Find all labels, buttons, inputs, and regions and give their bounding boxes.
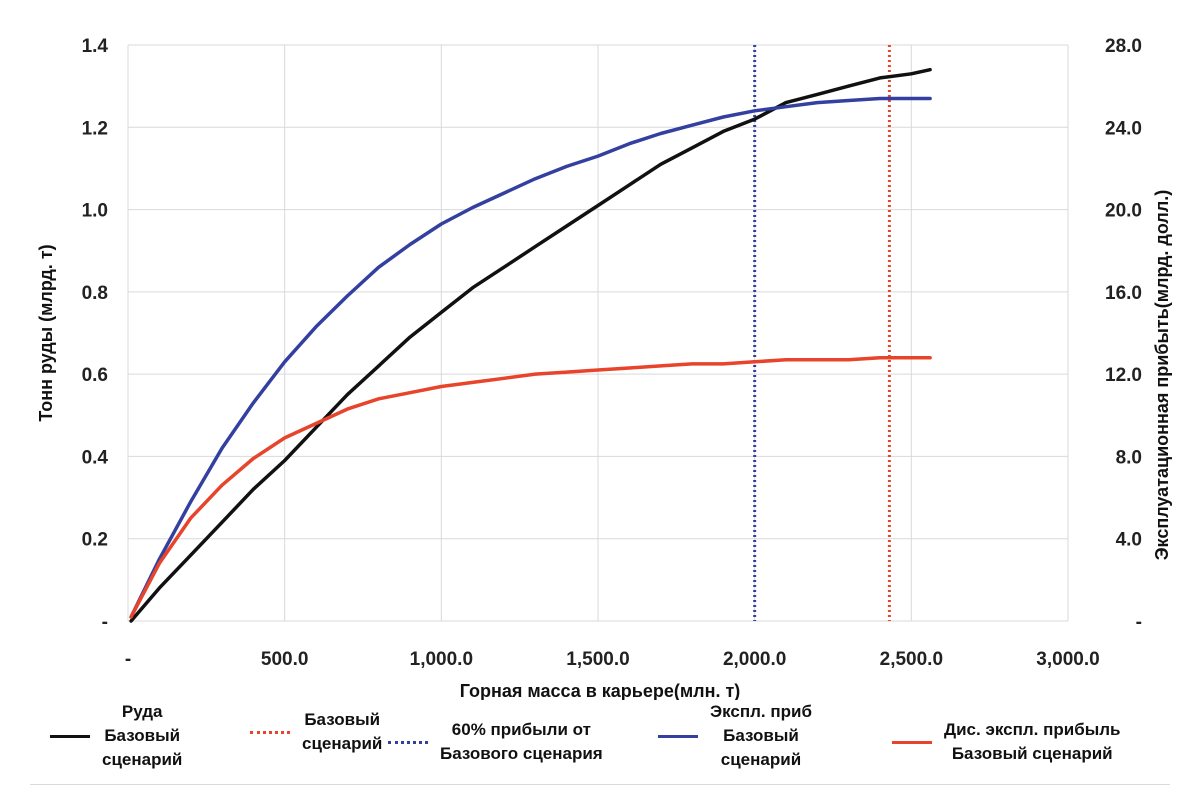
- line-chart: - 0.2 0.4 0.6 0.8 1.0 1.2 1.4 - 4.0 8.0 12.0 16.0 20.…: [36, 36, 1172, 700]
- y2-tick-label: 20.0: [1105, 201, 1142, 222]
- legend-label: Дис. экспл. прибыль Базовый сценарий: [944, 720, 1121, 763]
- series-line: [129, 355, 932, 619]
- grid: [127, 44, 1069, 622]
- y2-tick-label: 16.0: [1105, 283, 1142, 304]
- legend-item: Руда Базовый сценарий: [50, 700, 182, 772]
- y2-tick-label: 4.0: [1116, 530, 1142, 551]
- y-tick-label: 1.0: [82, 201, 108, 222]
- legend-divider: [30, 784, 1170, 785]
- series-lines: [129, 67, 932, 623]
- y2-tick-label: 28.0: [1105, 36, 1142, 57]
- y2-tick-label: -: [1136, 612, 1142, 633]
- tick-labels: - 0.2 0.4 0.6 0.8 1.0 1.2 1.4 - 4.0 8.0 12.0 16.0 20.…: [82, 36, 1142, 670]
- x-tick-label: -: [125, 649, 131, 670]
- y-tick-label: 1.4: [82, 36, 109, 57]
- legend-label: Руда Базовый сценарий: [102, 702, 183, 769]
- legend-swatch: [388, 740, 428, 744]
- legend-swatch: [250, 730, 290, 734]
- y2-axis-title: Эксплуатационная прибыть(млрд. долл.): [1152, 190, 1172, 561]
- legend-label: Базовый сценарий: [302, 710, 383, 753]
- legend-label: 60% прибыли от Базового сценария: [440, 720, 603, 763]
- x-tick-label: 1,000.0: [410, 649, 473, 670]
- y-tick-label: 0.6: [82, 365, 108, 386]
- y-tick-label: 1.2: [82, 118, 108, 139]
- reference-lines: [753, 45, 891, 621]
- legend-swatch: [892, 740, 932, 744]
- y-tick-label: 0.2: [82, 530, 108, 551]
- x-tick-label: 500.0: [261, 649, 309, 670]
- y-axis-title: Тонн руды (млрд. т): [36, 244, 56, 421]
- y-tick-label: 0.8: [82, 283, 108, 304]
- legend-label: Экспл. приб Базовый сценарий: [710, 702, 812, 769]
- y-tick-label: -: [102, 612, 108, 633]
- y2-tick-label: 12.0: [1105, 365, 1142, 386]
- legend-item: Экспл. приб Базовый сценарий: [658, 700, 812, 772]
- legend-item: 60% прибыли от Базового сценария: [388, 718, 603, 766]
- x-axis-title: Горная масса в карьере(млн. т): [460, 681, 741, 700]
- x-tick-label: 2,000.0: [723, 649, 786, 670]
- x-tick-label: 3,000.0: [1036, 649, 1099, 670]
- legend: Руда Базовый сценарий Базовый сценарий 60%…: [30, 700, 1170, 792]
- legend-item: Дис. экспл. прибыль Базовый сценарий: [892, 718, 1120, 766]
- legend-swatch: [658, 734, 698, 738]
- legend-swatch: [50, 734, 90, 738]
- y2-tick-label: 8.0: [1116, 447, 1142, 468]
- x-tick-label: 2,500.0: [880, 649, 943, 670]
- y-tick-label: 0.4: [82, 447, 109, 468]
- y2-tick-label: 24.0: [1105, 118, 1142, 139]
- legend-item: Базовый сценарий: [250, 708, 382, 756]
- x-tick-label: 1,500.0: [566, 649, 629, 670]
- series-line: [129, 67, 932, 623]
- series-line: [129, 96, 932, 619]
